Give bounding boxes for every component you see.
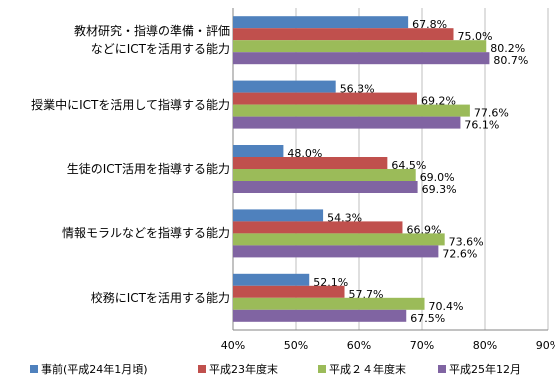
legend-swatch [198,365,206,373]
bar [233,116,461,129]
x-tick-label: 70% [410,339,434,352]
data-label: 72.6% [442,247,477,260]
category-label: 生徒のICT活用を指導する能力 [66,162,230,176]
category-label: 校務にICTを活用する能力 [90,290,230,305]
x-tick-label: 80% [473,339,497,352]
data-label: 73.6% [449,235,484,248]
category-label: 情報モラルなどを指導する能力 [61,226,230,241]
bar [233,309,407,322]
x-tick-label: 50% [284,339,308,352]
data-label: 76.1% [464,119,499,132]
bar [233,16,409,29]
bar [233,297,425,310]
legend-label: 事前(平成24年1月頃) [41,362,148,376]
bar [233,181,418,193]
data-label: 67.5% [410,312,445,325]
legend-label: 平成25年12月 [449,362,521,376]
data-label: 75.0% [458,30,493,43]
bar [233,40,487,53]
legend-swatch [318,365,326,373]
data-label: 80.7% [493,54,528,67]
data-label: 80.2% [490,42,525,55]
data-label: 77.6% [474,107,509,120]
data-label: 69.3% [422,183,457,196]
data-label: 70.4% [429,300,464,313]
data-label: 56.3% [340,83,375,96]
x-tick-label: 90% [536,339,555,352]
bar [233,28,454,41]
data-label: 69.2% [421,95,456,108]
bar [233,273,310,286]
legend-label: 平成２４年度末 [329,362,406,376]
legend-label: 平成23年度末 [209,362,278,376]
bar [233,285,345,298]
data-label: 67.8% [412,18,447,31]
bar [233,80,336,93]
bar [233,92,417,105]
bar [233,233,445,246]
category-label: 授業中にICTを活用して指導する能力 [31,97,230,112]
legend-swatch [438,365,446,373]
bar [233,209,324,222]
bar [233,157,388,169]
bar [233,145,284,157]
data-label: 64.5% [391,159,426,172]
data-label: 57.7% [349,288,384,301]
bar [233,52,490,65]
data-label: 66.9% [406,223,441,236]
bar [233,104,470,117]
data-label: 48.0% [287,147,322,160]
x-tick-label: 40% [221,339,245,352]
category-label: 教材研究・指導の準備・評価 などにICTを活用する能力 [73,24,230,57]
bar [233,245,439,258]
data-label: 54.3% [327,211,362,224]
bar [233,221,403,234]
bar [233,169,416,181]
data-label: 69.0% [420,171,455,184]
legend-swatch [30,365,38,373]
x-tick-label: 60% [347,339,371,352]
data-label: 52.1% [313,276,348,289]
